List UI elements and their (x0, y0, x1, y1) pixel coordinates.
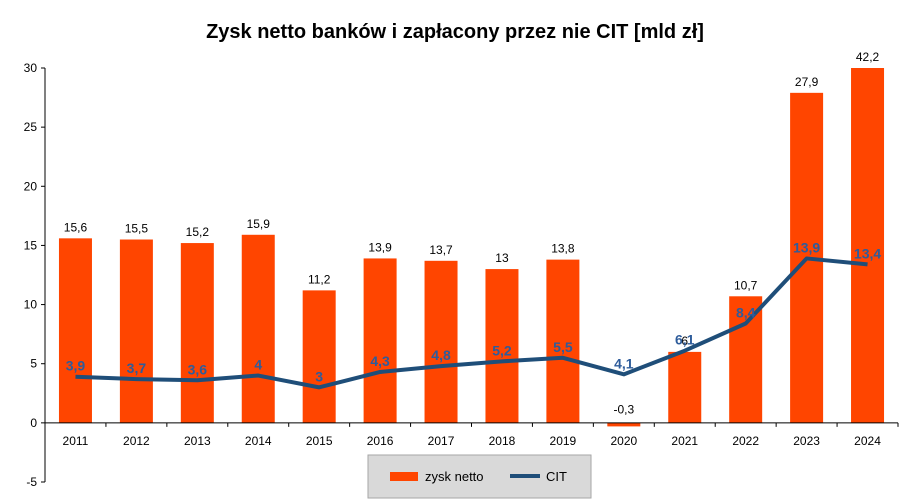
bar-data-label: 15,9 (247, 217, 271, 231)
bar (119, 239, 153, 423)
line-data-label: 3 (315, 368, 323, 384)
bar-data-label: 27,9 (795, 75, 819, 89)
bar-data-label: 11,2 (308, 272, 331, 286)
x-tick-label: 2021 (671, 434, 698, 448)
x-tick-label: 2016 (367, 434, 394, 448)
bar (851, 68, 885, 423)
bar-data-label: 15,6 (64, 220, 88, 234)
x-tick-label: 2020 (610, 434, 637, 448)
chart-legend: zysk netto CIT (367, 454, 592, 499)
x-tick-label: 2014 (245, 434, 272, 448)
line-data-label: 4,1 (614, 355, 634, 371)
y-tick-label: 10 (24, 298, 38, 312)
x-tick-label: 2013 (184, 434, 211, 448)
line-data-label: 3,9 (66, 358, 86, 374)
line-data-label: 5,2 (492, 342, 512, 358)
bar (546, 259, 580, 423)
line-data-label: 13,9 (793, 239, 820, 255)
line-series (75, 256, 868, 390)
bar (729, 296, 763, 423)
y-tick-label: 0 (30, 416, 37, 430)
x-tick-label: 2017 (428, 434, 455, 448)
bar (58, 238, 92, 423)
legend-swatch-bar (390, 472, 418, 481)
legend-label-bar: zysk netto (425, 469, 484, 484)
bar (668, 351, 702, 423)
line-data-label: 13,4 (854, 245, 881, 261)
bar-data-label: 6 (681, 334, 688, 348)
x-tick-label: 2018 (489, 434, 516, 448)
cit-line (75, 256, 868, 390)
line-data-label: 6,1 (675, 332, 695, 348)
bar-data-labels: 15,6 15,5 15,2 15,9 11,2 13,9 13,7 13 13,8 -0,3 6 1… (64, 50, 880, 416)
bar-data-label: 15,5 (125, 222, 149, 236)
bar-data-label: 10,7 (734, 278, 758, 292)
line-data-label: 3,7 (127, 360, 147, 376)
bar-data-label: 15,2 (186, 225, 210, 239)
bar (607, 422, 641, 427)
x-tick-label: 2024 (854, 434, 881, 448)
bar-data-label: -0,3 (613, 402, 634, 416)
bar-data-label: 13,8 (551, 242, 575, 256)
line-data-label: 4 (254, 357, 262, 373)
line-data-label: 3,6 (188, 361, 208, 377)
bar (424, 260, 458, 423)
x-tick-label: 2022 (732, 434, 759, 448)
x-tick-label: 2019 (550, 434, 577, 448)
line-data-label: 8,4 (736, 304, 756, 320)
bar-series (58, 68, 885, 427)
line-data-label: 5,5 (553, 339, 573, 355)
bar-data-label: 13,9 (368, 240, 392, 254)
bar (485, 269, 519, 423)
bar-data-label: 13 (495, 251, 509, 265)
y-tick-label: 20 (24, 179, 38, 193)
y-tick-label: 25 (24, 120, 38, 134)
line-data-label: 4,8 (431, 347, 451, 363)
bar (363, 258, 397, 423)
line-data-labels: 3,9 3,7 3,6 4 3 4,3 4,8 5,2 5,5 4,1 6,1 8,4 13,9 13,4 (66, 239, 882, 384)
bar (241, 234, 275, 423)
y-tick-label: 5 (30, 357, 37, 371)
bar (180, 243, 214, 423)
y-tick-label: 15 (24, 238, 38, 252)
y-axis: -5 0 5 10 15 20 25 30 (24, 61, 46, 489)
x-tick-label: 2012 (123, 434, 150, 448)
line-data-label: 4,3 (370, 353, 390, 369)
legend-label-line: CIT (546, 469, 567, 484)
y-tick-label: 30 (24, 61, 38, 75)
x-axis: 2011 2012 2013 2014 2015 2016 2017 2018 2019 2020… (44, 422, 899, 448)
x-tick-label: 2023 (793, 434, 820, 448)
bar-data-label: 13,7 (429, 243, 453, 257)
bar (302, 290, 336, 423)
bar-data-label: 42,2 (856, 50, 880, 64)
x-tick-label: 2011 (63, 434, 89, 448)
y-tick-label: -5 (26, 475, 37, 489)
x-tick-label: 2015 (306, 434, 333, 448)
chart-title: Zysk netto banków i zapłacony przez nie … (206, 21, 704, 43)
